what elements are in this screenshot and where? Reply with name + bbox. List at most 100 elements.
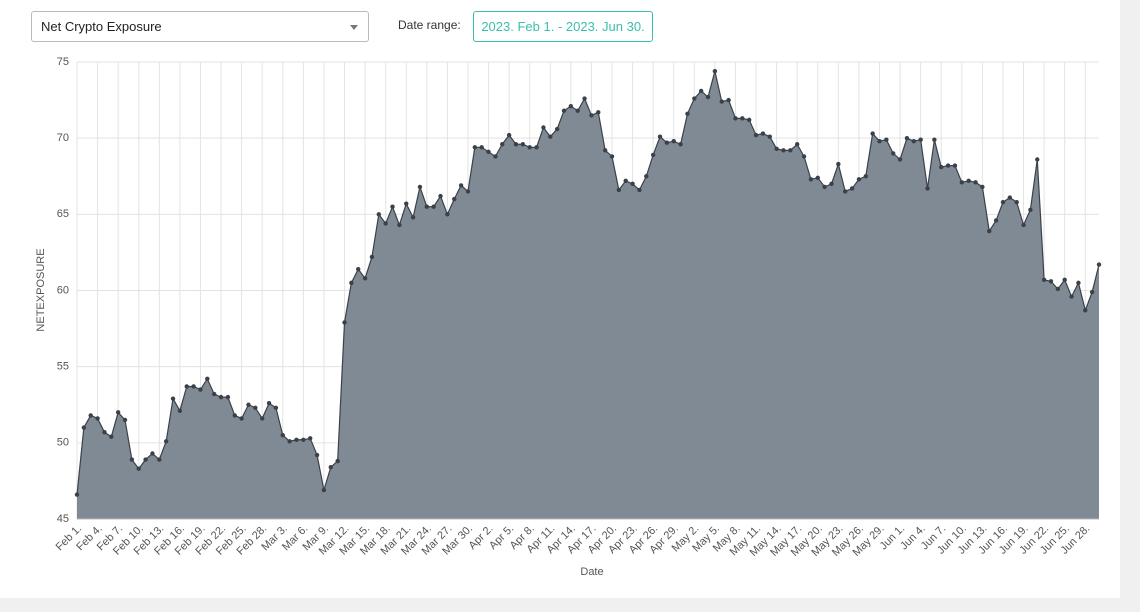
point (417, 184, 423, 190)
point (1089, 289, 1095, 295)
point (932, 137, 937, 142)
point (1069, 294, 1074, 299)
point (225, 394, 231, 400)
point (849, 186, 855, 191)
point (308, 436, 313, 441)
point (829, 181, 834, 187)
point (973, 180, 978, 185)
point (897, 157, 903, 162)
point (808, 177, 814, 182)
metric-dropdown[interactable]: Net Crypto Exposure (31, 11, 369, 42)
point (959, 180, 965, 185)
point (884, 137, 889, 142)
point (500, 142, 505, 147)
point (904, 135, 910, 141)
point (774, 146, 779, 152)
point (342, 320, 347, 325)
y-tick-label: 50 (57, 437, 69, 449)
point (596, 110, 601, 115)
point (980, 184, 985, 190)
point (623, 178, 628, 184)
point (918, 137, 923, 142)
point (301, 437, 306, 442)
point (616, 187, 622, 193)
x-axis-label: Date (580, 566, 603, 578)
point (877, 139, 882, 144)
point (705, 94, 711, 100)
point (671, 139, 676, 144)
point (321, 487, 327, 493)
point (685, 111, 690, 116)
point (424, 204, 430, 209)
point (109, 434, 114, 439)
point (1028, 207, 1033, 212)
point (122, 417, 128, 423)
point (294, 437, 299, 442)
date-range-button[interactable]: 2023. Feb 1. - 2023. Jun 30. (473, 11, 653, 42)
point (184, 384, 189, 389)
point (692, 96, 697, 101)
date-range-label: Date range: (398, 18, 461, 32)
point (1014, 199, 1019, 205)
point (939, 164, 944, 170)
point (548, 134, 553, 139)
point (129, 457, 135, 462)
point (349, 280, 354, 286)
point (568, 103, 574, 109)
y-tick-label: 60 (57, 284, 69, 296)
point (630, 181, 635, 187)
point (911, 139, 917, 144)
point (520, 142, 526, 147)
point (1041, 277, 1047, 283)
point (637, 187, 642, 193)
point (493, 154, 498, 159)
point (198, 387, 203, 392)
point (390, 204, 395, 209)
point (74, 492, 80, 497)
point (191, 384, 196, 389)
point (445, 212, 450, 217)
point (719, 99, 724, 104)
point (726, 97, 731, 103)
point (369, 254, 375, 260)
point (1076, 280, 1081, 286)
point (1096, 262, 1102, 267)
point (822, 184, 827, 190)
point (328, 465, 333, 470)
area (77, 71, 1099, 519)
point (589, 113, 594, 118)
point (925, 186, 930, 191)
point (1007, 195, 1013, 200)
point (218, 394, 224, 400)
point (966, 178, 971, 184)
point (795, 142, 800, 147)
point (781, 148, 786, 153)
point (81, 425, 87, 430)
point (870, 131, 875, 136)
point (602, 148, 608, 153)
point (170, 396, 176, 401)
point (767, 134, 772, 139)
point (746, 117, 752, 123)
point (239, 416, 244, 421)
point (801, 154, 807, 159)
point (836, 161, 841, 167)
point (678, 142, 683, 147)
point (431, 204, 436, 209)
point (993, 218, 999, 223)
point (554, 126, 560, 132)
point (1083, 308, 1088, 313)
y-tick-label: 55 (57, 361, 69, 373)
point (1048, 279, 1054, 284)
point (1035, 157, 1040, 162)
point (753, 132, 759, 138)
y-tick-label: 70 (57, 132, 69, 144)
point (356, 266, 361, 272)
point (712, 68, 718, 74)
point (945, 163, 951, 168)
y-axis-label: NETEXPOSURE (35, 248, 47, 331)
y-tick-label: 65 (57, 208, 69, 220)
point (486, 149, 491, 155)
point (259, 416, 265, 421)
